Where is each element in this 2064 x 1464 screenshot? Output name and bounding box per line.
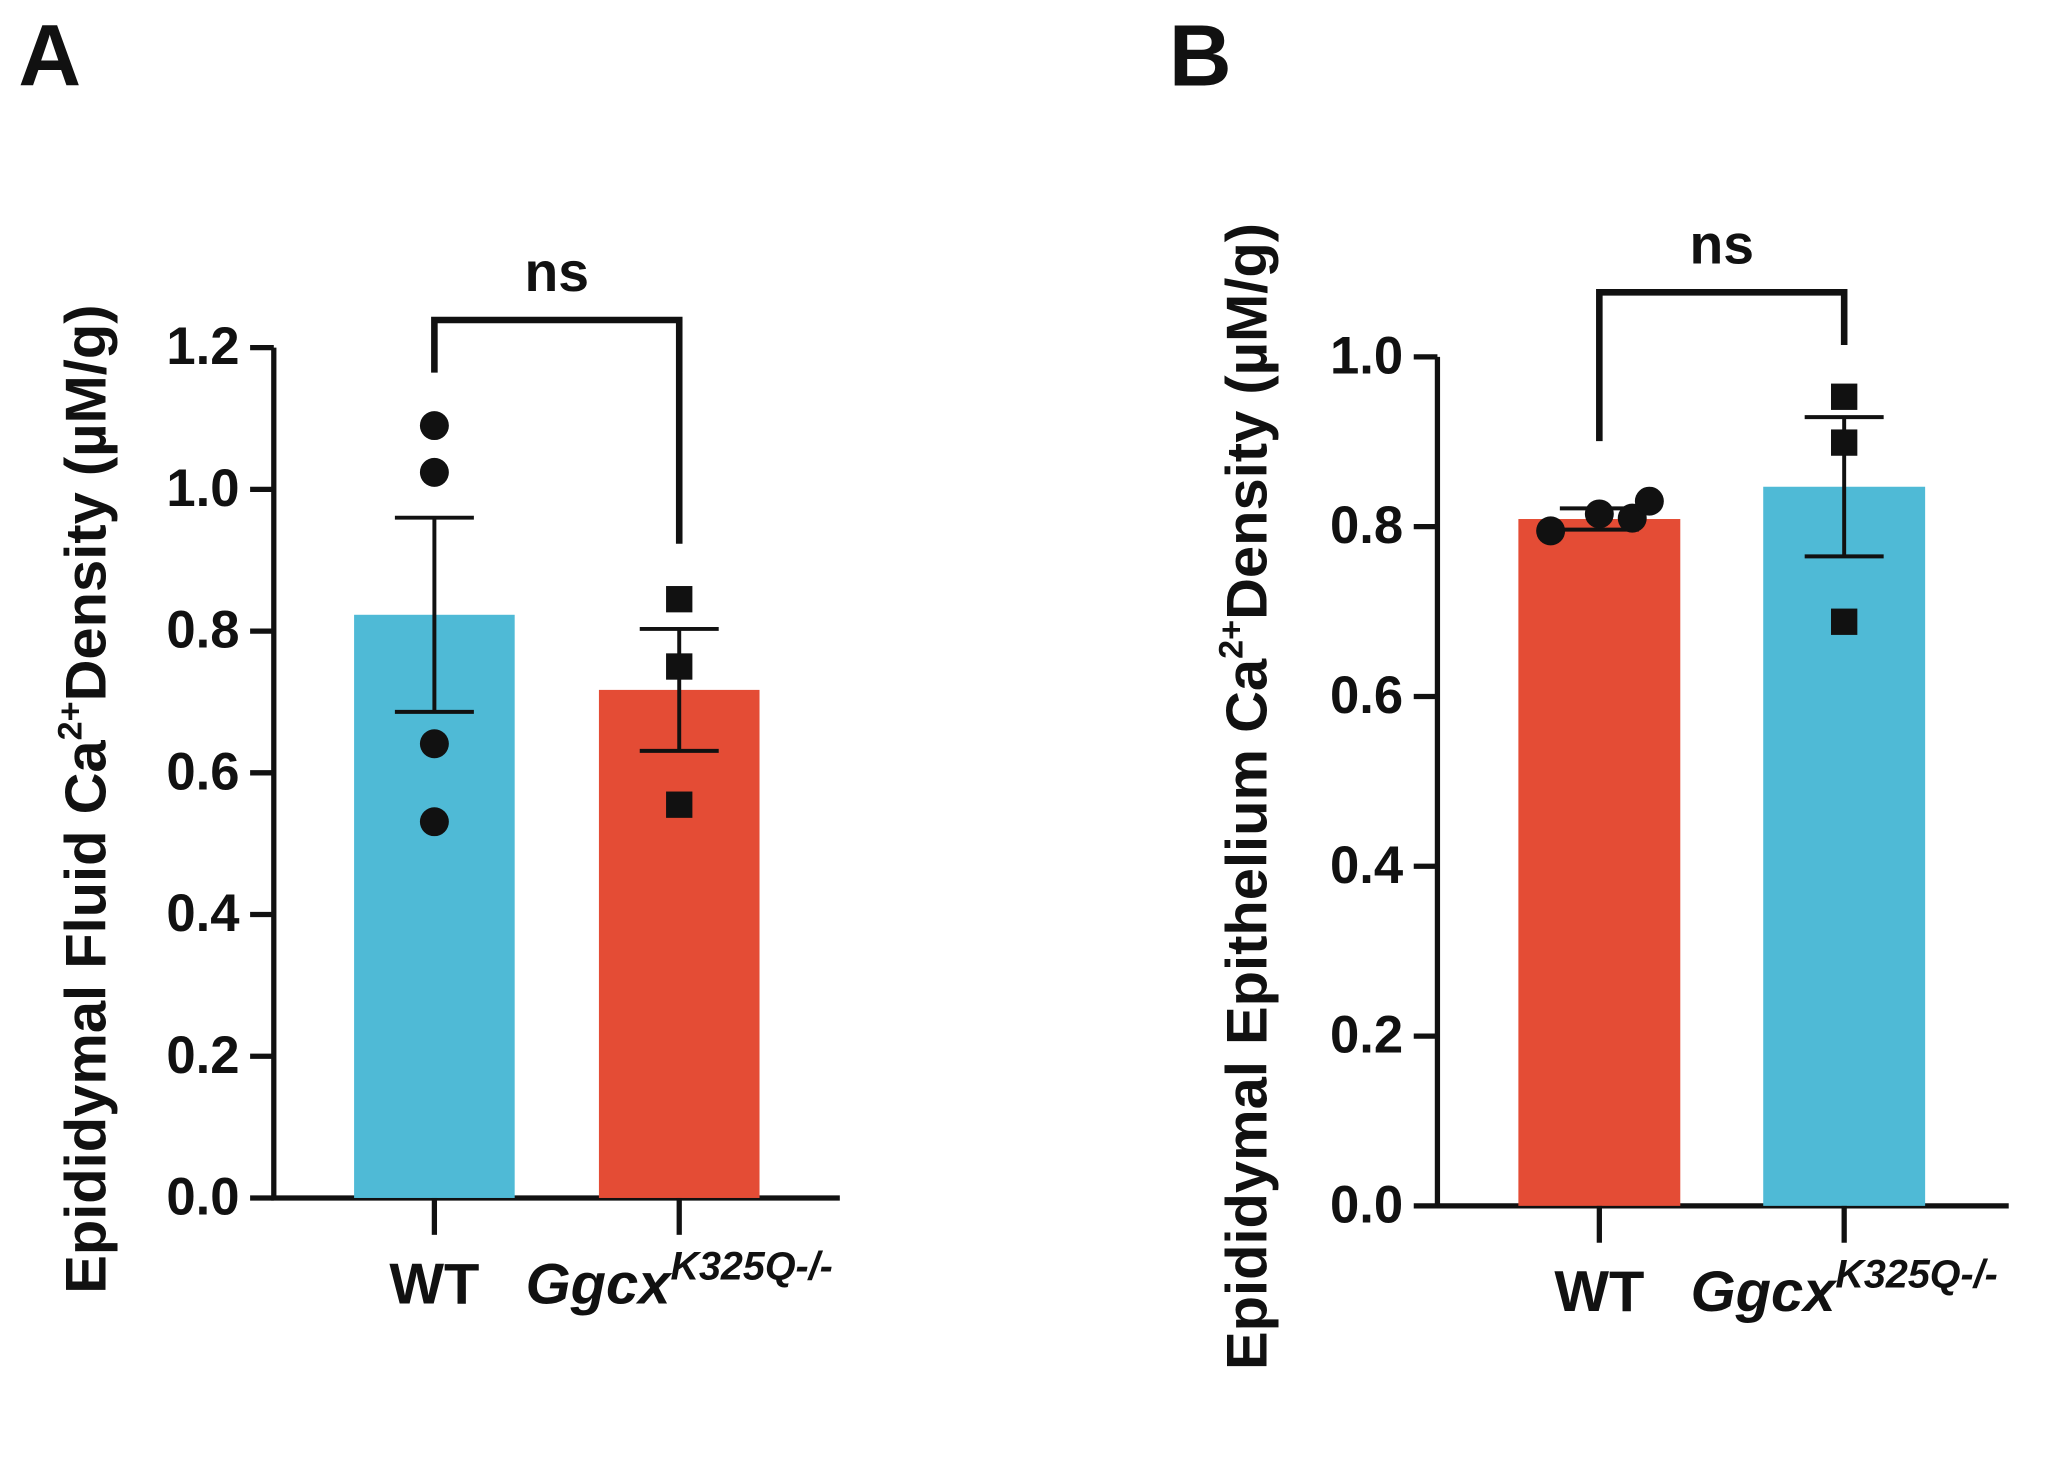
y-axis-label-part: Epididymal Fluid Ca bbox=[54, 740, 118, 1294]
y-axis-label-part: 2+ bbox=[1213, 620, 1251, 659]
x-tick-label-part: Ggcx bbox=[526, 1252, 674, 1316]
data-point bbox=[419, 411, 449, 441]
panel-label: B bbox=[1169, 8, 1232, 105]
data-point bbox=[1584, 499, 1614, 529]
data-point bbox=[666, 791, 693, 818]
y-tick-label: 0.8 bbox=[1330, 496, 1403, 555]
x-tick-label-part: Ggcx bbox=[1691, 1260, 1839, 1324]
data-point bbox=[1831, 383, 1858, 410]
significance-label: ns bbox=[1690, 213, 1755, 275]
data-point bbox=[1634, 486, 1664, 516]
y-tick-label: 0.4 bbox=[166, 884, 239, 943]
y-tick-label: 1.2 bbox=[166, 317, 239, 376]
x-tick-label: WT bbox=[389, 1252, 479, 1316]
y-axis-label-part: Epididymal Epithelium Ca bbox=[1215, 658, 1279, 1370]
data-point bbox=[419, 807, 449, 837]
y-tick-label: 0.4 bbox=[1330, 836, 1403, 895]
significance-bracket bbox=[431, 316, 683, 544]
y-tick-label: 0.0 bbox=[1330, 1175, 1403, 1234]
y-tick-label: 1.0 bbox=[166, 459, 239, 518]
x-tick-label-part: K325Q-/- bbox=[670, 1245, 832, 1289]
x-tick-label: WT bbox=[1554, 1260, 1644, 1324]
significance-bracket bbox=[1596, 289, 1848, 442]
data-point bbox=[666, 586, 693, 613]
y-axis-label-part: Density (µM/g) bbox=[1215, 223, 1279, 620]
error-bar bbox=[394, 515, 474, 714]
y-tick-label: 0.2 bbox=[1330, 1006, 1403, 1065]
x-tick-label-part: WT bbox=[389, 1252, 479, 1316]
panel-label: A bbox=[18, 8, 81, 105]
data-point bbox=[419, 729, 449, 759]
y-axis-label-part: Density (µM/g) bbox=[54, 304, 118, 701]
y-axis-label: Epididymal Epithelium Ca2+Density (µM/g) bbox=[1213, 223, 1280, 1370]
bar bbox=[598, 689, 760, 1198]
x-tick-label-part: K325Q-/- bbox=[1835, 1252, 1997, 1296]
y-tick-label: 0.6 bbox=[1330, 666, 1403, 725]
x-tick-label: GgcxK325Q-/- bbox=[1691, 1252, 1998, 1324]
error-bar bbox=[639, 626, 719, 753]
y-tick-label: 1.0 bbox=[1330, 326, 1403, 385]
x-tick-label: GgcxK325Q-/- bbox=[526, 1245, 833, 1317]
data-point bbox=[1831, 608, 1858, 635]
x-tick-label-part: WT bbox=[1554, 1260, 1644, 1324]
y-axis-label-part: 2+ bbox=[52, 701, 90, 740]
data-point bbox=[419, 457, 449, 487]
y-tick-label: 0.0 bbox=[166, 1168, 239, 1227]
data-point bbox=[1831, 429, 1858, 456]
y-axis-label: Epididymal Fluid Ca2+Density (µM/g) bbox=[52, 304, 119, 1293]
significance-label: ns bbox=[525, 241, 590, 303]
data-point bbox=[1536, 516, 1566, 546]
data-point bbox=[666, 653, 693, 680]
bar bbox=[1763, 486, 1926, 1206]
y-tick-label: 0.8 bbox=[166, 601, 239, 660]
bar bbox=[1518, 519, 1681, 1206]
y-tick-label: 0.2 bbox=[166, 1026, 239, 1085]
y-tick-label: 0.6 bbox=[166, 742, 239, 801]
